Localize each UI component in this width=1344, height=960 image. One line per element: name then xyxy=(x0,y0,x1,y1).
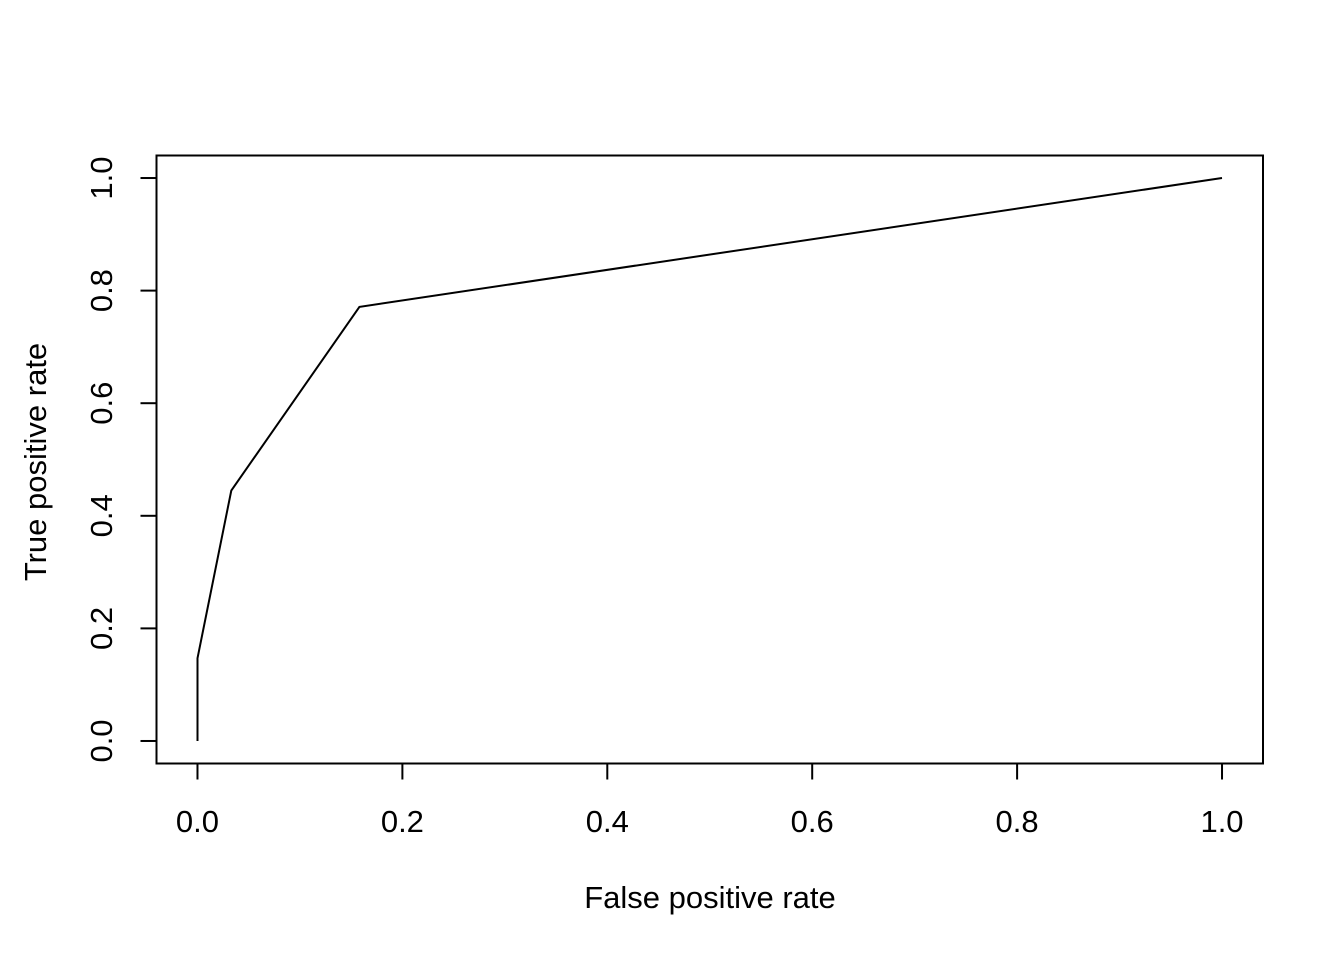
axis-tick-labels-layer: 0.0 0.2 0.4 0.6 0.8 1.0 0.0 0.2 0.4 0.6 0.8 1.0 xyxy=(84,156,1244,839)
y-tick-label: 0.6 xyxy=(84,382,119,425)
roc-curve xyxy=(196,177,1223,741)
x-tick-label: 0.8 xyxy=(996,804,1039,839)
y-tick-label: 0.8 xyxy=(84,269,119,312)
x-tick-label: 1.0 xyxy=(1200,804,1243,839)
x-axis-title: False positive rate xyxy=(584,880,836,915)
y-tick-label: 1.0 xyxy=(84,156,119,199)
plot-box xyxy=(155,154,1264,765)
axis-ticks-layer xyxy=(140,177,1224,780)
roc-curve-layer xyxy=(196,177,1223,741)
y-tick-label: 0.0 xyxy=(84,719,119,762)
y-axis-title: True positive rate xyxy=(18,343,53,581)
y-tick-label: 0.2 xyxy=(84,607,119,650)
y-tick-label: 0.4 xyxy=(84,494,119,537)
x-tick-label: 0.2 xyxy=(381,804,424,839)
x-tick-label: 0.4 xyxy=(586,804,629,839)
x-tick-label: 0.0 xyxy=(176,804,219,839)
x-tick-label: 0.6 xyxy=(791,804,834,839)
